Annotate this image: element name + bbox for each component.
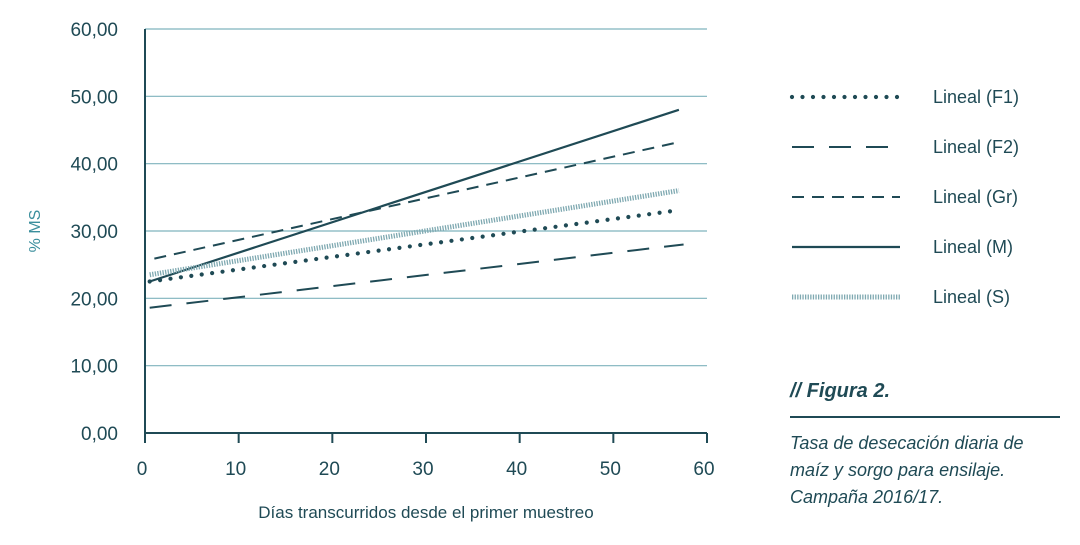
series-line-4 [149,108,680,283]
figure-label: // Figura 2. [790,380,891,402]
grid-lines [145,28,707,367]
y-tick-label: 30,00 [70,222,118,243]
series-line-2 [149,243,684,309]
y-tick-label: 50,00 [70,87,118,108]
x-tick-label: 60 [693,459,714,480]
x-tick-label: 20 [319,459,340,480]
series-lines [147,108,684,309]
series-line-5 [149,188,680,278]
figure-caption: Tasa de desecación diaria de maíz y sorg… [790,433,1024,507]
axes [144,29,708,443]
legend-label-1: Lineal (F1) [933,87,1019,107]
y-axis-title: % MS [27,210,44,253]
legend-label-4: Lineal (M) [933,237,1013,257]
x-tick-label: 30 [412,459,433,480]
y-tick-label: 40,00 [70,155,118,176]
x-tick-label: 0 [137,459,148,480]
x-tick-label: 40 [506,459,527,480]
legend-label-2: Lineal (F2) [933,137,1019,157]
series-line-1 [147,208,677,284]
caption-divider [790,416,1060,418]
tick-labels: 0,00 10,00 20,00 30,00 40,00 50,00 60,00 0 10 20 3… [70,20,714,480]
y-tick-label: 60,00 [70,20,118,41]
y-tick-label: 10,00 [70,357,118,378]
x-tick-label: 10 [225,459,246,480]
y-tick-label: 20,00 [70,289,118,310]
x-axis-title: Días transcurridos desde el primer muest… [258,503,593,522]
x-tick-label: 50 [600,459,621,480]
series-line-3 [154,141,680,260]
legend-label-3: Lineal (Gr) [933,187,1018,207]
y-tick-label: 0,00 [81,424,118,445]
legend-label-5: Lineal (S) [933,287,1010,307]
legend: Lineal (F1) Lineal (F2) Lineal (Gr) Lineal … [789,87,1019,307]
figure-caption-box: // Figura 2. Tasa de desecación diaria d… [790,380,1065,511]
